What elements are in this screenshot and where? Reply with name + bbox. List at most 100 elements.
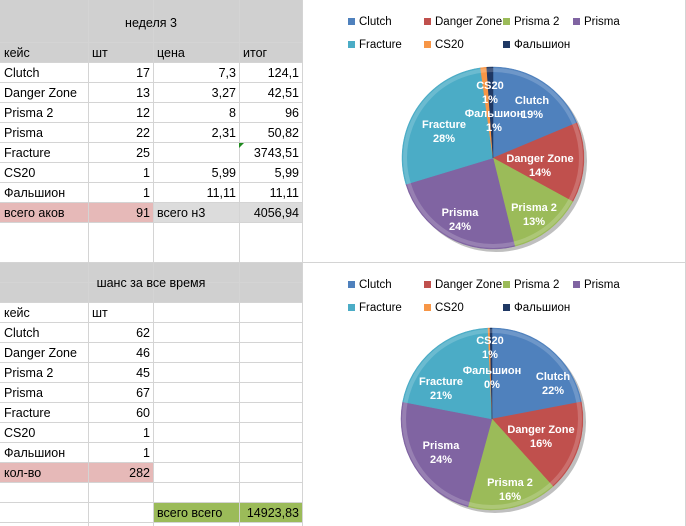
pie-slice[interactable] bbox=[491, 327, 582, 420]
data-label-percent: 14% bbox=[529, 167, 551, 179]
legend-swatch bbox=[348, 281, 355, 288]
pie-slice[interactable] bbox=[491, 401, 584, 487]
data-label-percent: 24% bbox=[430, 454, 452, 466]
grid-line bbox=[0, 442, 302, 443]
grid-line bbox=[239, 0, 240, 526]
grand-total-label: всего всего bbox=[157, 506, 223, 520]
table-cell-case: Prisma bbox=[4, 386, 43, 400]
week3-summary-band2 bbox=[153, 203, 302, 223]
pie-slice[interactable] bbox=[492, 66, 578, 159]
table-cell-qty: 25 bbox=[136, 146, 150, 160]
legend-label: Fracture bbox=[359, 302, 402, 314]
pie-slice[interactable] bbox=[486, 66, 494, 159]
legend-label: Danger Zone bbox=[435, 16, 503, 28]
data-label-category: Clutch bbox=[536, 371, 571, 383]
table-cell-total: 50,82 bbox=[267, 126, 299, 140]
pie-chart-alltime[interactable]: Clutch Danger Zone Prisma 2 Prisma Fracture C… bbox=[303, 263, 686, 526]
alltime-count-band bbox=[0, 463, 153, 483]
grand-total-band bbox=[153, 503, 302, 523]
table-cell-price bbox=[153, 143, 239, 163]
data-label-percent: 1% bbox=[486, 122, 502, 134]
grid-line bbox=[0, 302, 302, 303]
table-cell-qty: 67 bbox=[136, 386, 150, 400]
table-cell-qty: 46 bbox=[136, 346, 150, 360]
pie-slice[interactable] bbox=[467, 418, 554, 511]
grid-line bbox=[302, 0, 303, 526]
week3-summary-qty: 91 bbox=[136, 206, 150, 220]
grid-line bbox=[0, 422, 302, 423]
week3-summary-label2: всего н3 bbox=[157, 206, 206, 220]
legend-swatch bbox=[348, 18, 355, 25]
pie-chart-week3[interactable]: Clutch Danger Zone Prisma 2 Prisma Fracture C… bbox=[303, 0, 686, 262]
table-cell-case: Prisma 2 bbox=[4, 106, 54, 120]
table-cell-case: Prisma 2 bbox=[4, 366, 54, 380]
table-cell-qty: 22 bbox=[136, 126, 150, 140]
pie-slice[interactable] bbox=[402, 327, 493, 420]
alltime-title: шанс за все время bbox=[96, 276, 206, 290]
grid-line bbox=[0, 222, 302, 223]
cell-error-indicator bbox=[239, 143, 244, 148]
data-label-percent: 16% bbox=[499, 491, 521, 503]
week3-summary-label: всего аков bbox=[4, 206, 65, 220]
data-label-category: Danger Zone bbox=[506, 153, 573, 165]
grid-line bbox=[0, 62, 302, 63]
grid-line bbox=[0, 282, 302, 283]
grid-line bbox=[0, 142, 302, 143]
pie-slice[interactable] bbox=[400, 401, 493, 508]
legend-item: CS20 bbox=[424, 301, 464, 315]
legend-label: Фальшион bbox=[514, 302, 571, 314]
table-cell-qty: 12 bbox=[136, 106, 150, 120]
pie-slice[interactable] bbox=[492, 157, 574, 247]
table-cell-qty: 17 bbox=[136, 66, 150, 80]
table-cell-case: Prisma bbox=[4, 126, 43, 140]
legend-swatch bbox=[503, 281, 510, 288]
table-cell-price: 11,11 bbox=[206, 186, 236, 200]
pie-bevel bbox=[403, 68, 583, 248]
data-label-percent: 21% bbox=[430, 390, 452, 402]
grid-line bbox=[88, 0, 89, 526]
pie-plot: Clutch 22% Danger Zone 16% Prisma 2 16% Prisma… bbox=[400, 327, 586, 513]
week3-header-price: цена bbox=[157, 46, 185, 60]
data-label-category: Danger Zone bbox=[507, 424, 574, 436]
grid-line bbox=[153, 0, 154, 526]
legend-item: CS20 bbox=[424, 38, 464, 52]
grid-line bbox=[0, 202, 302, 203]
data-label-category: Фальшион bbox=[463, 365, 522, 377]
data-label-percent: 1% bbox=[482, 349, 498, 361]
grid-line bbox=[0, 502, 302, 503]
table-cell-price: 7,3 bbox=[218, 66, 236, 80]
legend-swatch bbox=[503, 18, 510, 25]
alltime-title-band bbox=[0, 263, 302, 303]
legend-item: Фальшион bbox=[503, 301, 570, 315]
table-cell-case: Clutch bbox=[4, 66, 40, 80]
legend-label: Фальшион bbox=[514, 39, 571, 51]
grand-total-value: 14923,83 bbox=[246, 506, 299, 520]
legend-swatch bbox=[573, 281, 580, 288]
legend-item: Prisma 2 bbox=[503, 15, 559, 29]
grid-line bbox=[0, 322, 302, 323]
legend-label: Prisma 2 bbox=[514, 279, 560, 291]
table-cell-qty: 1 bbox=[143, 166, 150, 180]
week3-title-band bbox=[0, 0, 302, 63]
table-cell-total: 42,51 bbox=[267, 86, 299, 100]
pie-slice[interactable] bbox=[401, 67, 494, 185]
pie-slice[interactable] bbox=[492, 122, 585, 203]
legend-swatch bbox=[503, 41, 510, 48]
week3-summary-band bbox=[0, 203, 153, 223]
pie-plot: Clutch 19% Danger Zone 14% Prisma 2 13% Prisma… bbox=[401, 66, 587, 252]
table-cell-case: Clutch bbox=[4, 326, 40, 340]
legend-label: Fracture bbox=[359, 39, 402, 51]
legend-item: Prisma bbox=[573, 278, 620, 292]
pie-slice[interactable] bbox=[405, 157, 516, 250]
data-label-percent: 16% bbox=[530, 438, 552, 450]
legend-swatch bbox=[424, 41, 431, 48]
legend-swatch bbox=[573, 18, 580, 25]
legend-label: Clutch bbox=[359, 16, 392, 28]
data-label-percent: 1% bbox=[482, 94, 498, 106]
table-cell-qty: 1 bbox=[143, 186, 150, 200]
table-cell-case: Фальшион bbox=[4, 186, 66, 200]
pie-slice[interactable] bbox=[489, 327, 493, 420]
table-cell-total: 124,1 bbox=[267, 66, 299, 80]
legend-item: Fracture bbox=[348, 301, 402, 315]
data-label-percent: 19% bbox=[521, 109, 543, 121]
